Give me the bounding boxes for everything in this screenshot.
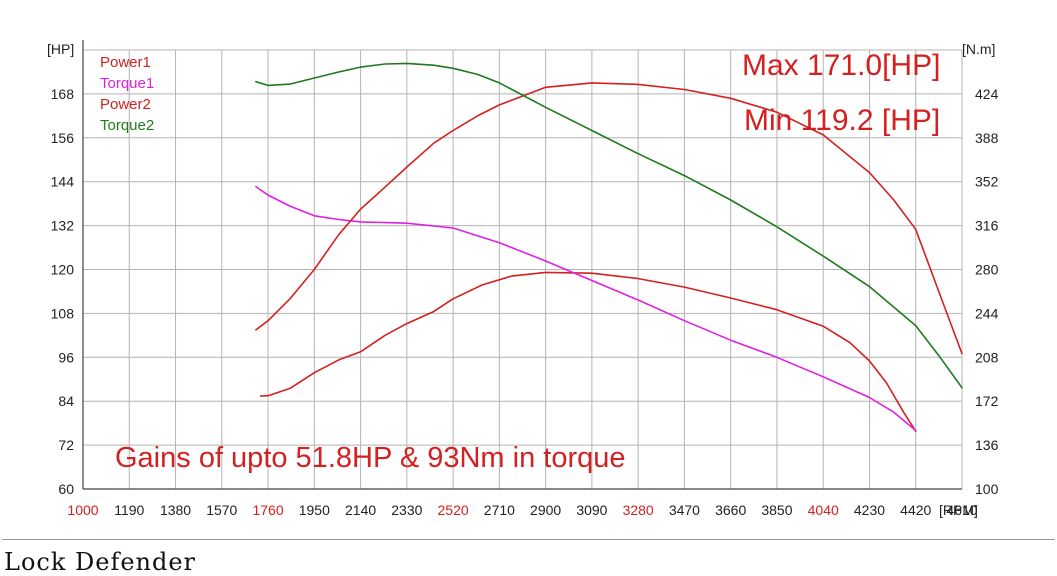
y-left-tick-label-84: 84 — [58, 393, 74, 409]
x-tick-label-3850: 3850 — [761, 502, 792, 518]
y-left-tick-label-72: 72 — [58, 437, 74, 453]
y-left-tick-label-156: 156 — [51, 130, 75, 146]
legend-item-power1: Power1 — [100, 54, 151, 71]
x-tick-label-4610: 4610 — [946, 502, 977, 518]
series-line-power1 — [259, 271, 917, 433]
y-right-tick-label-280: 280 — [975, 262, 999, 278]
x-tick-label-3280: 3280 — [623, 502, 654, 518]
chart-series — [255, 62, 963, 433]
x-tick-label-1190: 1190 — [114, 502, 144, 518]
chart-legend: Power1 Torque1 Power2 Torque2 — [100, 54, 154, 134]
min-power-annotation: Min 119.2 [HP] — [744, 104, 940, 137]
caption-text: Lock Defender — [4, 548, 197, 576]
y-right-unit-label: [N.m] — [962, 41, 995, 57]
legend-item-power2: Power2 — [100, 96, 151, 113]
x-tick-label-2330: 2330 — [391, 502, 422, 518]
y-left-tick-label-144: 144 — [51, 174, 75, 190]
divider — [2, 539, 1055, 540]
y-right-tick-label-172: 172 — [975, 393, 999, 409]
y-right-tick-label-424: 424 — [975, 86, 999, 102]
y-right-tick-label-316: 316 — [975, 218, 999, 234]
x-tick-label-4230: 4230 — [854, 502, 885, 518]
x-tick-label-2900: 2900 — [530, 502, 561, 518]
y-right-tick-label-208: 208 — [975, 349, 999, 365]
y-right-tick-label-244: 244 — [975, 305, 999, 321]
x-tick-label-3090: 3090 — [576, 502, 607, 518]
y-left-tick-label-96: 96 — [58, 349, 74, 365]
max-power-annotation: Max 171.0[HP] — [742, 49, 940, 82]
x-tick-label-4040: 4040 — [808, 502, 839, 518]
dyno-chart: 1000 1190 1380 1570 1760 1950 2140 2330 2520 2710… — [47, 40, 999, 518]
y-left-tick-label-168: 168 — [51, 86, 75, 102]
y-left-tick-label-132: 132 — [51, 218, 75, 234]
series-line-power2 — [255, 82, 963, 355]
y-right-tick-label-388: 388 — [975, 130, 999, 146]
y-right-tick-label-352: 352 — [975, 174, 999, 190]
y-left-unit-label: [HP] — [47, 41, 74, 57]
series-line-torque2 — [255, 62, 963, 389]
chart-annotations: Max 171.0[HP] Min 119.2 [HP] Gains of upto… — [115, 49, 940, 474]
x-tick-label-2520: 2520 — [438, 502, 469, 518]
gains-annotation: Gains of upto 51.8HP & 93Nm in torque — [115, 442, 626, 474]
chart-ticks: 1000 1190 1380 1570 1760 1950 2140 2330 2520 2710… — [47, 41, 999, 518]
x-tick-label-1760: 1760 — [252, 502, 283, 518]
x-axis-unit-label: [RPM] — [939, 502, 978, 518]
y-right-tick-label-100: 100 — [975, 481, 999, 497]
legend-item-torque1: Torque1 — [100, 75, 154, 92]
x-tick-label-1570: 1570 — [206, 502, 237, 518]
legend-item-torque2: Torque2 — [100, 117, 154, 134]
x-tick-label-1380: 1380 — [160, 502, 191, 518]
x-tick-label-2710: 2710 — [484, 502, 515, 518]
x-tick-label-4420: 4420 — [900, 502, 931, 518]
x-tick-label-2140: 2140 — [345, 502, 376, 518]
x-tick-label-1000: 1000 — [67, 502, 98, 518]
y-left-tick-label-120: 120 — [51, 262, 75, 278]
x-tick-label-3660: 3660 — [715, 502, 746, 518]
y-left-tick-label-108: 108 — [51, 305, 75, 321]
chart-grid — [82, 40, 963, 490]
y-left-tick-label-60: 60 — [58, 481, 74, 497]
x-tick-label-3470: 3470 — [669, 502, 700, 518]
series-line-torque1 — [255, 185, 917, 432]
x-tick-label-1950: 1950 — [299, 502, 330, 518]
y-right-tick-label-136: 136 — [975, 437, 999, 453]
